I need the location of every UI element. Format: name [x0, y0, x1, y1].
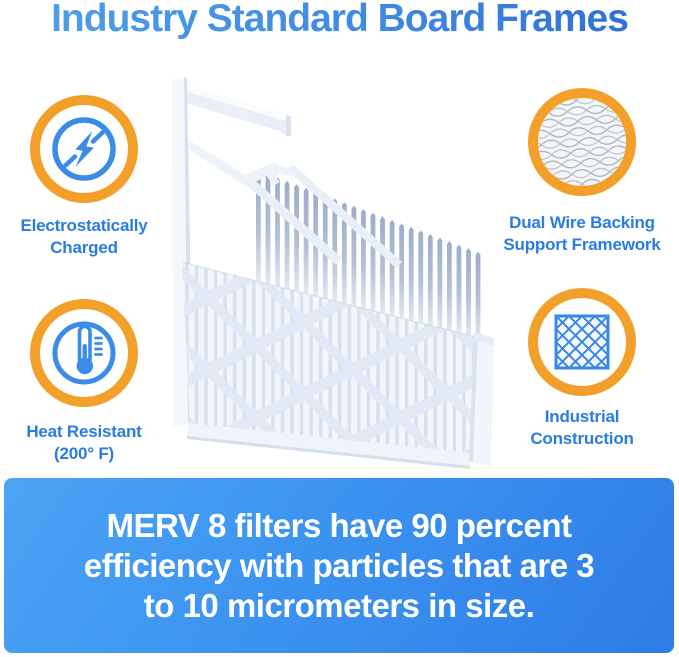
feature-electrostatically-charged: Electrostatically Charged [0, 95, 168, 258]
feature-label: Heat Resistant (200° F) [26, 422, 142, 463]
wire-mesh-icon [528, 88, 636, 196]
diamond-lattice-icon [528, 288, 636, 396]
page-title: Industry Standard Board Frames [0, 0, 679, 42]
thermometer-icon [30, 299, 138, 407]
banner-line: MERV 8 filters have 90 percent [106, 506, 572, 544]
air-filter-illustration [172, 77, 494, 469]
feature-label: Dual Wire Backing Support Framework [503, 213, 661, 254]
lightning-icon [30, 95, 138, 203]
banner-line: efficiency with particles that are 3 [83, 546, 595, 584]
feature-dual-wire-backing: Dual Wire Backing Support Framework [494, 88, 670, 255]
info-banner: MERV 8 filters have 90 percent efficienc… [4, 478, 674, 653]
feature-label: Industrial Construction [530, 407, 634, 448]
banner-line: to 10 micrometers in size. [143, 586, 535, 624]
feature-heat-resistant: Heat Resistant (200° F) [0, 299, 168, 464]
feature-industrial-construction: Industrial Construction [494, 288, 670, 449]
feature-label: Electrostatically Charged [20, 216, 148, 257]
